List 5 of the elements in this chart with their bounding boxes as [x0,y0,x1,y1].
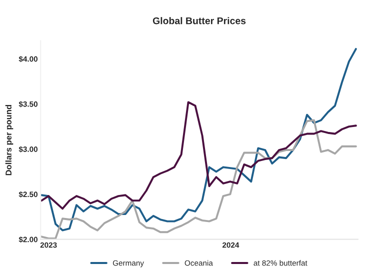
y-axis-title: Dollars per pound [5,104,14,176]
line-series [40,119,357,240]
line-series [40,101,357,210]
chart-title: Global Butter Prices [152,17,246,24]
line-series [40,48,357,232]
